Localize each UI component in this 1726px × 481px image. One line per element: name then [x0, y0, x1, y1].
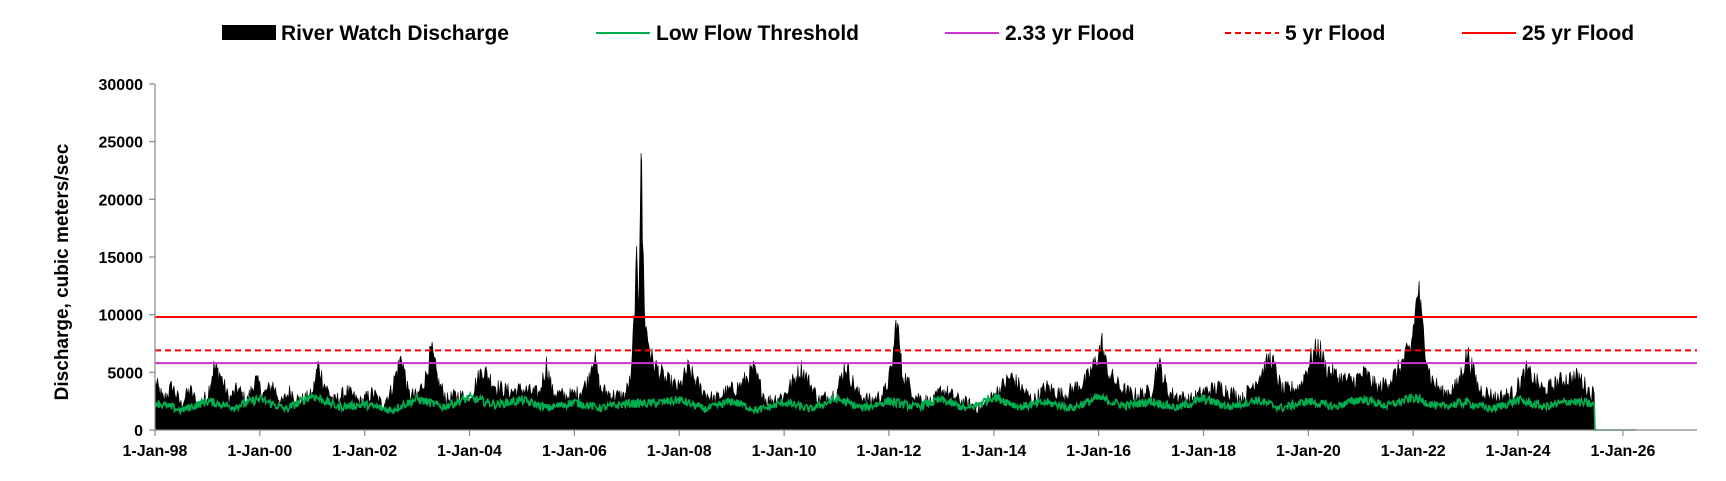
- y-tick-label: 5000: [107, 365, 143, 382]
- y-tick-label: 10000: [99, 308, 144, 325]
- y-tick-label: 20000: [99, 192, 144, 209]
- x-tick-label: 1-Jan-16: [1066, 443, 1131, 460]
- legend-label-low-flow: Low Flow Threshold: [656, 22, 859, 45]
- x-tick-label: 1-Jan-06: [542, 443, 607, 460]
- legend-item-25yr-flood: 25 yr Flood: [1462, 22, 1634, 45]
- y-axis-title: Discharge, cubic meters/sec: [52, 143, 73, 400]
- x-tick-label: 1-Jan-04: [437, 443, 502, 460]
- axes: 0 5000 10000 15000 20000 25000 30000 1-Jan-98 1-…: [99, 77, 1697, 460]
- threshold-layer: [155, 315, 1697, 365]
- y-tick-label: 0: [134, 423, 143, 440]
- x-tick-label: 1-Jan-98: [123, 443, 188, 460]
- plot-area: 0 5000 10000 15000 20000 25000 30000 1-Jan-98 1-…: [99, 77, 1697, 460]
- x-tick-label: 1-Jan-14: [961, 443, 1026, 460]
- x-tick-label: 1-Jan-26: [1590, 443, 1655, 460]
- legend: River Watch Discharge Low Flow Threshold…: [222, 22, 1634, 45]
- x-tick-label: 1-Jan-10: [752, 443, 817, 460]
- series-low-flow-threshold: [154, 390, 1636, 431]
- legend-label-5yr-flood: 5 yr Flood: [1285, 22, 1385, 45]
- series-layer: [154, 153, 1636, 431]
- series-river-watch-discharge: [154, 153, 1596, 431]
- legend-item-low-flow: Low Flow Threshold: [596, 22, 859, 45]
- x-tick-label: 1-Jan-20: [1276, 443, 1341, 460]
- legend-item-5yr-flood: 5 yr Flood: [1225, 22, 1385, 45]
- legend-label-discharge: River Watch Discharge: [281, 22, 509, 45]
- y-tick-label: 25000: [99, 135, 144, 152]
- y-tick-label: 30000: [99, 77, 144, 94]
- x-tick-label: 1-Jan-18: [1171, 443, 1236, 460]
- x-tick-label: 1-Jan-24: [1486, 443, 1551, 460]
- x-tick-label: 1-Jan-02: [332, 443, 397, 460]
- legend-item-discharge: River Watch Discharge: [222, 22, 509, 45]
- x-tick-label: 1-Jan-12: [856, 443, 921, 460]
- legend-label-233yr-flood: 2.33 yr Flood: [1005, 22, 1135, 45]
- y-tick-label: 15000: [99, 250, 144, 267]
- x-tick-label: 1-Jan-08: [647, 443, 712, 460]
- x-tick-label: 1-Jan-22: [1381, 443, 1446, 460]
- legend-swatch-discharge: [222, 25, 276, 40]
- legend-item-233yr-flood: 2.33 yr Flood: [945, 22, 1135, 45]
- legend-label-25yr-flood: 25 yr Flood: [1522, 22, 1634, 45]
- x-tick-label: 1-Jan-00: [227, 443, 292, 460]
